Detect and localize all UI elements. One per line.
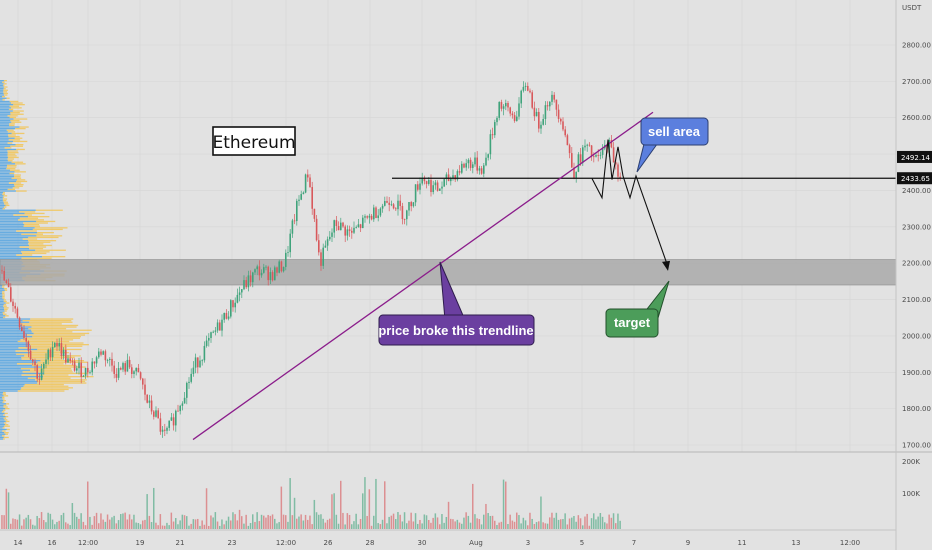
price-tick-label: 2200.00: [902, 260, 931, 268]
sell-area-label: sell area: [648, 124, 701, 139]
time-tick-label: 12:00: [840, 539, 860, 547]
time-tick-label: 5: [580, 539, 584, 547]
price-tick-label: 2600.00: [902, 114, 931, 122]
sell-area-callout[interactable]: [640, 117, 709, 146]
volume-tick-label: 200K: [902, 458, 920, 466]
price-tick-label: 1700.00: [902, 442, 931, 450]
trendline[interactable]: [192, 111, 654, 441]
price-axis[interactable]: 1700.00 1800.00 1900.00 2000.00 2100.00 2200.…: [902, 42, 931, 450]
time-tick-label: 30: [418, 539, 427, 547]
trendline-callout-label: price broke this trendline: [378, 323, 533, 338]
time-axis[interactable]: 14 16 12:00 19 21 23 12:00 26 28 30 Aug 3 5 7 9 11 13 12:…: [14, 539, 861, 547]
title-box: [212, 126, 296, 156]
price-tick-label: 2400.00: [902, 187, 931, 195]
price-tick-label: 2100.00: [902, 296, 931, 304]
time-tick-label: 14: [14, 539, 23, 547]
time-tick-label: 7: [632, 539, 636, 547]
time-tick-label: 12:00: [78, 539, 98, 547]
volume-profile: [0, 80, 94, 440]
price-tag-label: 2492.14: [901, 154, 930, 162]
trendline-callout[interactable]: [378, 314, 535, 346]
price-tick-label: 1800.00: [902, 405, 931, 413]
candles: [1, 81, 621, 438]
price-tick-label: 2700.00: [902, 78, 931, 86]
time-tick-label: 16: [48, 539, 57, 547]
price-tags: 2492.14 2433.65: [897, 150, 932, 185]
time-tick-label: 23: [228, 539, 237, 547]
price-tag: [897, 150, 932, 163]
price-tick-label: 2300.00: [902, 223, 931, 231]
currency-label: USDT: [902, 4, 922, 12]
time-tick-label: 12:00: [276, 539, 296, 547]
target-callout[interactable]: [605, 308, 659, 338]
chart-title: Ethereum: [212, 133, 295, 153]
price-tick-label: 1900.00: [902, 369, 931, 377]
time-tick-label: 21: [176, 539, 185, 547]
target-label: target: [614, 315, 651, 330]
time-tick-label: Aug: [469, 539, 483, 547]
price-tick-label: 2800.00: [902, 42, 931, 50]
time-tick-label: 28: [366, 539, 375, 547]
time-tick-label: 26: [324, 539, 333, 547]
projection-path[interactable]: [591, 139, 669, 268]
price-panel: [0, 0, 896, 452]
volume-bars: [1, 477, 621, 529]
volume-tick-label: 100K: [902, 490, 920, 498]
price-tick-label: 2000.00: [902, 332, 931, 340]
time-tick-label: 9: [686, 539, 690, 547]
time-tick-label: 11: [738, 539, 747, 547]
time-tick-label: 19: [136, 539, 145, 547]
projection-arrowhead: [662, 260, 670, 271]
time-tick-label: 13: [792, 539, 801, 547]
price-tag-label: 2433.65: [901, 175, 930, 183]
time-tick-label: 3: [526, 539, 530, 547]
price-tag: [897, 172, 932, 185]
volume-axis: 200K 100K: [902, 458, 920, 498]
